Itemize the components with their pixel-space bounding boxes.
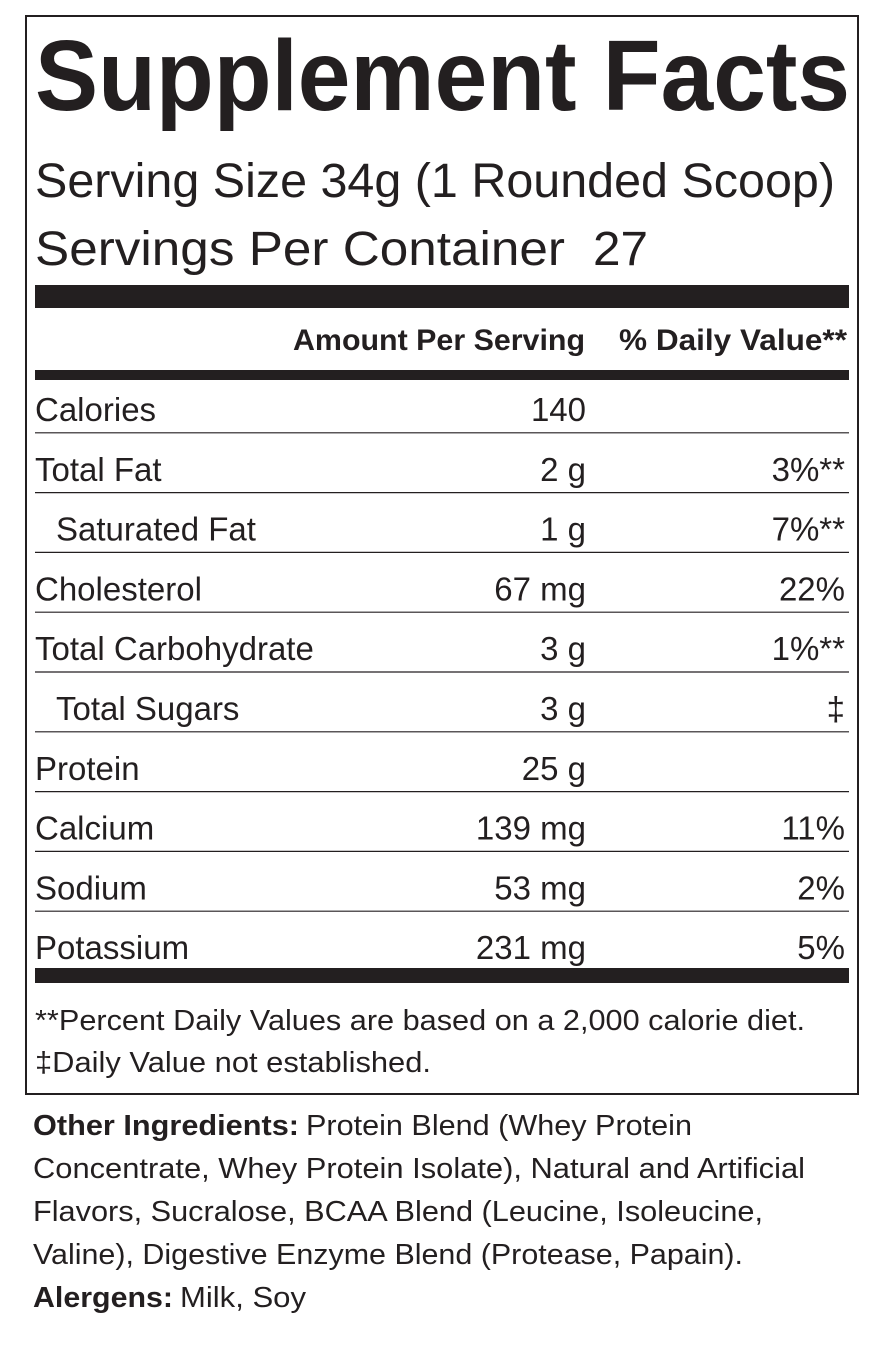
nutrient-dv: 11% — [781, 810, 845, 847]
ingredients-line: Protein Blend (Whey Protein — [306, 1110, 692, 1142]
ingredients-line: Flavors, Sucralose, BCAA Blend (Leucine,… — [33, 1196, 763, 1228]
ingredients-label: Other Ingredients: — [33, 1110, 299, 1142]
nutrient-name: Calories — [35, 391, 156, 428]
nutrient-amount: 25 g — [522, 750, 586, 787]
footnote: **Percent Daily Values are based on a 2,… — [35, 1005, 805, 1037]
nutrient-dv: 5% — [797, 929, 845, 966]
thick-rule — [35, 285, 849, 308]
dv-header: % Daily Value** — [619, 324, 847, 357]
amount-header: Amount Per Serving — [293, 324, 585, 357]
nutrient-amount: 67 mg — [494, 570, 586, 607]
nutrient-name: Protein — [35, 750, 140, 787]
nutrient-dv: ‡ — [827, 690, 845, 727]
nutrient-amount: 139 mg — [476, 810, 586, 847]
ingredients: Other Ingredients: Protein Blend (Whey Pr… — [33, 1110, 805, 1314]
ingredients-line: Valine), Digestive Enzyme Blend (Proteas… — [33, 1239, 743, 1271]
nutrient-name: Total Carbohydrate — [35, 630, 314, 667]
footnote: ‡Daily Value not established. — [35, 1047, 431, 1079]
servings-label: Servings Per Container — [35, 223, 565, 276]
servings-value: 27 — [593, 223, 648, 276]
allergens-label: Alergens: — [33, 1282, 173, 1314]
nutrient-name: Cholesterol — [35, 570, 202, 607]
nutrient-dv: 22% — [779, 570, 845, 607]
nutrient-amount: 1 g — [540, 511, 586, 548]
nutrient-name: Total Sugars — [56, 690, 239, 727]
nutrient-name: Sodium — [35, 869, 147, 906]
nutrient-amount: 3 g — [540, 630, 586, 667]
nutrient-name: Potassium — [35, 929, 189, 966]
allergens-text: Milk, Soy — [180, 1282, 307, 1314]
nutrient-amount: 140 — [531, 391, 586, 428]
nutrient-dv: 3%** — [772, 451, 846, 488]
nutrient-rows: Calories 140 Total Fat 2 g 3%** Saturated Fat… — [35, 391, 849, 966]
nutrient-dv: 7%** — [772, 511, 846, 548]
nutrient-dv: 2% — [797, 869, 845, 906]
serving-size: Serving Size 34g (1 Rounded Scoop) — [35, 155, 835, 208]
nutrient-amount: 231 mg — [476, 929, 586, 966]
title: Supplement Facts — [35, 20, 850, 132]
ingredients-line: Concentrate, Whey Protein Isolate), Natu… — [33, 1153, 805, 1185]
footnotes: **Percent Daily Values are based on a 2,… — [35, 1005, 805, 1079]
nutrient-name: Total Fat — [35, 451, 162, 488]
nutrient-amount: 3 g — [540, 690, 586, 727]
medium-rule — [35, 370, 849, 380]
nutrient-amount: 2 g — [540, 451, 586, 488]
nutrient-name: Saturated Fat — [56, 511, 256, 548]
thick-rule — [35, 968, 849, 983]
nutrient-dv: 1%** — [772, 630, 846, 667]
nutrient-amount: 53 mg — [494, 869, 586, 906]
label-border — [25, 15, 859, 1095]
nutrient-name: Calcium — [35, 810, 154, 847]
